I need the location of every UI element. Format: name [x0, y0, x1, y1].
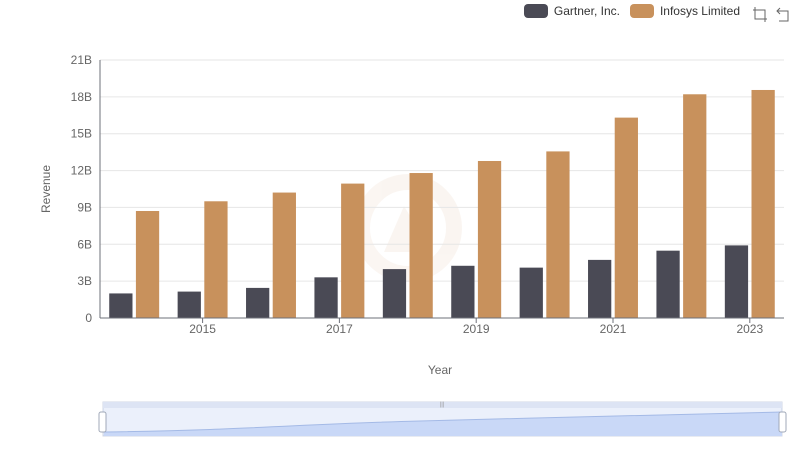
- legend: Gartner, Inc. Infosys Limited: [523, 4, 740, 18]
- bar-gartner-2023[interactable]: [724, 245, 749, 318]
- x-tick-label: 2015: [189, 322, 216, 336]
- slider-selection[interactable]: [103, 408, 782, 436]
- bar-gartner-2015[interactable]: [177, 291, 201, 318]
- y-tick-label: 21B: [71, 53, 92, 67]
- legend-swatch-infosys: [629, 4, 654, 18]
- bar-gartner-2019[interactable]: [451, 265, 475, 318]
- legend-swatch-gartner: [523, 4, 548, 18]
- watermark-logo: [354, 174, 462, 282]
- bar-infosys-2014[interactable]: [135, 210, 160, 318]
- bars: [109, 89, 775, 319]
- bar-infosys-2017[interactable]: [341, 183, 365, 318]
- bar-gartner-2020[interactable]: [519, 267, 543, 318]
- y-tick-label: 18B: [71, 90, 92, 104]
- slider-grip-icon[interactable]: |||: [440, 402, 445, 408]
- bar-infosys-2023[interactable]: [751, 89, 775, 318]
- x-axis-label: Year: [428, 363, 452, 377]
- axes: 0 3B 6B 9B 12B 15B 18B 21B 2015 2017 2019 2021 2023: [71, 53, 784, 336]
- bar-gartner-2022[interactable]: [656, 250, 680, 318]
- x-tick-label: 2017: [326, 322, 353, 336]
- bar-gartner-2016[interactable]: [246, 287, 270, 318]
- bar-infosys-2019[interactable]: [477, 160, 502, 318]
- restore-icon[interactable]: [776, 6, 792, 22]
- slider-handle-left[interactable]: [98, 411, 107, 433]
- legend-label-infosys: Infosys Limited: [659, 4, 740, 18]
- y-tick-label: 12B: [71, 164, 92, 178]
- bar-infosys-2015[interactable]: [204, 201, 228, 318]
- bar-gartner-2014[interactable]: [109, 293, 133, 318]
- slider-handle-right[interactable]: [778, 411, 787, 433]
- slider-top-bar[interactable]: [103, 402, 782, 408]
- bar-gartner-2018[interactable]: [382, 269, 407, 318]
- x-tick-label: 2023: [736, 322, 763, 336]
- bar-gartner-2017[interactable]: [314, 277, 338, 318]
- legend-item-gartner[interactable]: Gartner, Inc.: [523, 4, 620, 18]
- y-tick-label: 15B: [71, 127, 92, 141]
- bar-infosys-2016[interactable]: [272, 192, 296, 318]
- bar-infosys-2021[interactable]: [614, 117, 638, 319]
- toolbox: [752, 6, 792, 22]
- bar-infosys-2022[interactable]: [683, 94, 707, 318]
- legend-item-infosys[interactable]: Infosys Limited: [629, 4, 740, 18]
- y-axis-label: Revenue: [39, 165, 53, 213]
- slider-data-line: [103, 411, 783, 433]
- y-tick-label: 9B: [77, 200, 92, 214]
- y-tick-label: 0: [85, 311, 92, 325]
- x-tick-label: 2021: [600, 322, 627, 336]
- bar-infosys-2018[interactable]: [409, 173, 433, 318]
- y-tick-label: 6B: [77, 237, 92, 251]
- data-zoom-slider[interactable]: |||: [98, 401, 787, 437]
- slider-data-shadow: [104, 412, 782, 436]
- x-tick-label: 2019: [463, 322, 490, 336]
- bar-gartner-2021[interactable]: [588, 259, 612, 318]
- y-tick-label: 3B: [77, 274, 92, 288]
- bar-infosys-2020[interactable]: [546, 151, 570, 318]
- zoom-icon[interactable]: [752, 6, 768, 22]
- legend-label-gartner: Gartner, Inc.: [553, 4, 620, 18]
